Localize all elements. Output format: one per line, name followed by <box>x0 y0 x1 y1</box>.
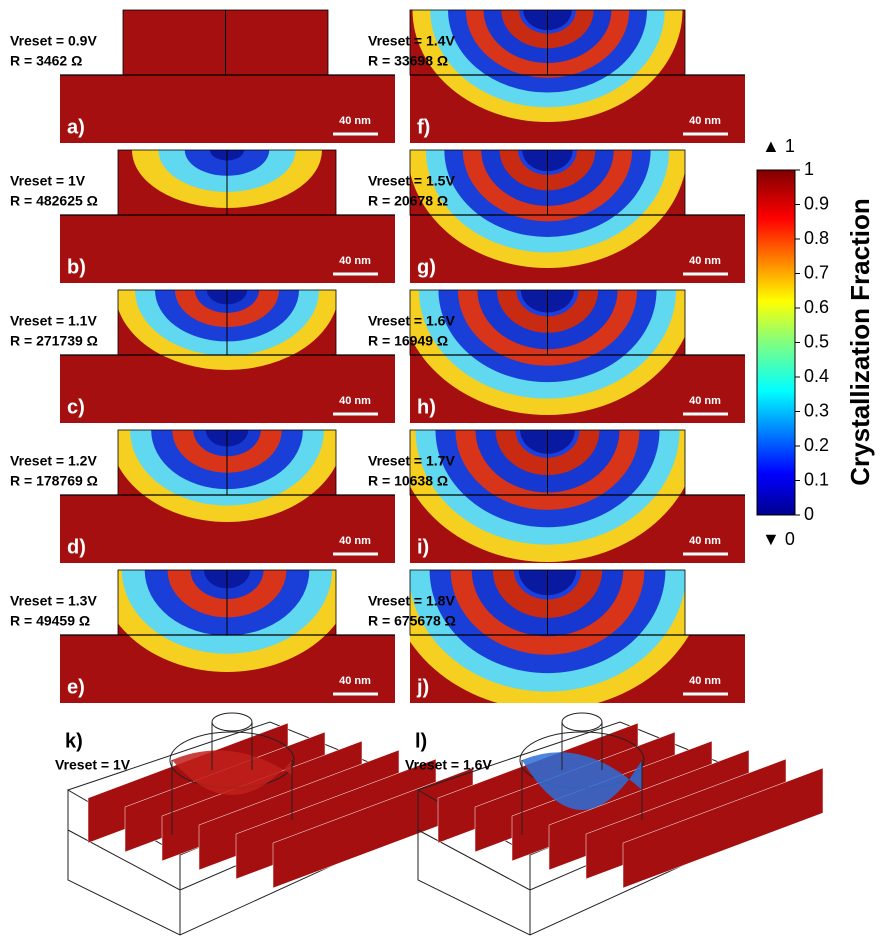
colorbar-tick-label: 1 <box>804 159 814 179</box>
colorbar-tick-label: 0.5 <box>804 331 829 351</box>
colorbar-tick-label: 0.7 <box>804 262 829 282</box>
panel-label: k) <box>65 730 83 752</box>
colorbar-top-marker: ▲ 1 <box>762 136 795 156</box>
colorbar-gradient <box>757 170 795 515</box>
colorbar-tick-label: 0.3 <box>804 400 829 420</box>
scale-bar-label: 40 nm <box>689 395 721 407</box>
vreset-label: Vreset = 1.8V <box>368 593 455 609</box>
colorbar-tick-label: 0.2 <box>804 435 829 455</box>
resistance-label: R = 675678 Ω <box>368 613 456 629</box>
scale-bar-label: 40 nm <box>339 675 371 687</box>
colorbar-tick-label: 0.4 <box>804 366 829 386</box>
scale-bar-label: 40 nm <box>339 115 371 127</box>
vreset-label: Vreset = 1V <box>10 173 86 189</box>
panel-label: d) <box>67 536 86 558</box>
vreset-label: Vreset = 1.3V <box>10 593 97 609</box>
panel: Vreset = 0.9V R = 3462 Ω a) 40 nm <box>10 10 395 143</box>
panel-label: b) <box>67 256 86 278</box>
views-3d: k) Vreset = 1V l) Vreset = 1.6V <box>55 713 823 935</box>
view-3d: k) Vreset = 1V <box>55 713 473 935</box>
resistance-label: R = 178769 Ω <box>10 473 98 489</box>
colorbar-title: Crystallization Fraction <box>845 198 875 486</box>
panel-label: h) <box>417 396 436 418</box>
view-3d: l) Vreset = 1.6V <box>405 713 823 935</box>
colorbar-tick-label: 0.1 <box>804 469 829 489</box>
panel: Vreset = 1.4V R = 33698 Ω f) 40 nm <box>368 0 745 143</box>
colorbar: ▲ 1 ▼ 0 Crystallization Fraction 0 0.1 0.2… <box>757 136 875 549</box>
colorbar-tick-label: 0 <box>804 504 814 524</box>
panel-label: j) <box>416 676 429 698</box>
figure: Vreset = 0.9VR = 3462 Ωa)40 nmVreset = 1… <box>0 0 883 942</box>
panel-label: f) <box>417 116 430 138</box>
vreset-label: Vreset = 0.9V <box>10 33 97 49</box>
scale-bar-label: 40 nm <box>339 395 371 407</box>
scale-bar-label: 40 nm <box>339 255 371 267</box>
resistance-label: R = 33698 Ω <box>368 53 448 69</box>
resistance-label: R = 16949 Ω <box>368 333 448 349</box>
vreset-label: Vreset = 1.1V <box>10 313 97 329</box>
vreset-label: Vreset = 1.5V <box>368 173 455 189</box>
scale-bar-label: 40 nm <box>339 535 371 547</box>
scale-bar-label: 40 nm <box>689 535 721 547</box>
resistance-label: R = 271739 Ω <box>10 333 98 349</box>
scale-bar-label: 40 nm <box>689 255 721 267</box>
vreset-label: Vreset = 1.6V <box>368 313 455 329</box>
vreset-label: Vreset = 1V <box>55 757 131 773</box>
vreset-label: Vreset = 1.2V <box>10 453 97 469</box>
colorbar-tick-label: 0.9 <box>804 193 829 213</box>
resistance-label: R = 10638 Ω <box>368 473 448 489</box>
resistance-label: R = 3462 Ω <box>10 53 82 69</box>
colorbar-tick-label: 0.6 <box>804 297 829 317</box>
panel-label: a) <box>67 116 85 138</box>
panel-label: c) <box>67 396 85 418</box>
colorbar-bottom-marker: ▼ 0 <box>762 529 795 549</box>
heater-top <box>562 713 602 731</box>
colorbar-tick-label: 0.8 <box>804 228 829 248</box>
scale-bar-label: 40 nm <box>689 115 721 127</box>
heater-top <box>212 713 252 731</box>
vreset-label: Vreset = 1.6V <box>405 757 492 773</box>
panel-label: g) <box>417 256 436 278</box>
vreset-label: Vreset = 1.7V <box>368 453 455 469</box>
panel-label: e) <box>67 676 85 698</box>
resistance-label: R = 49459 Ω <box>10 613 90 629</box>
panel-label: i) <box>417 536 429 558</box>
resistance-label: R = 482625 Ω <box>10 193 98 209</box>
scale-bar-label: 40 nm <box>689 675 721 687</box>
resistance-label: R = 20678 Ω <box>368 193 448 209</box>
panel-label: l) <box>415 730 427 752</box>
vreset-label: Vreset = 1.4V <box>368 33 455 49</box>
